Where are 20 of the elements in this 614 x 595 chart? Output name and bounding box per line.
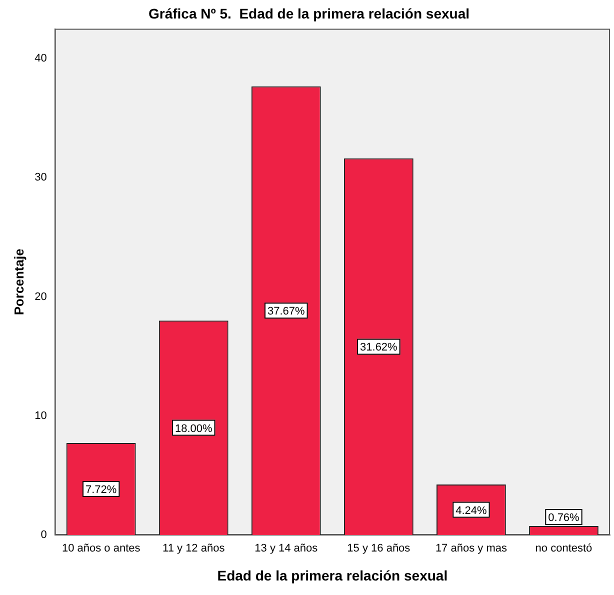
y-tick-label: 0 — [40, 529, 47, 542]
y-axis-title: Porcentaje — [11, 248, 26, 316]
data-label: 18.00% — [174, 422, 212, 435]
x-tick-label: 15 y 16 años — [347, 542, 411, 555]
data-label: 7.72% — [86, 484, 117, 496]
chart-title: Gráfica Nº 5. Edad de la primera relación sexual — [148, 5, 470, 22]
x-tick-label: 13 y 14 años — [254, 542, 318, 555]
x-tick-label: no contestó — [535, 542, 592, 555]
y-tick-label: 20 — [34, 290, 47, 303]
data-label: 37.67% — [268, 306, 306, 318]
x-tick-label: 10 años o antes — [62, 542, 141, 555]
data-label: 4.24% — [456, 504, 488, 517]
y-tick-label: 30 — [34, 172, 47, 184]
x-axis-title: Edad de la primera relación sexual — [217, 567, 448, 584]
data-label: 0.76% — [548, 512, 580, 524]
x-tick-label: 11 y 12 años — [162, 542, 226, 555]
x-tick-label: 17 años y mas — [435, 542, 508, 555]
y-tick-label: 10 — [34, 410, 47, 422]
data-label: 31.62% — [360, 342, 398, 354]
y-tick-label: 40 — [34, 52, 47, 65]
